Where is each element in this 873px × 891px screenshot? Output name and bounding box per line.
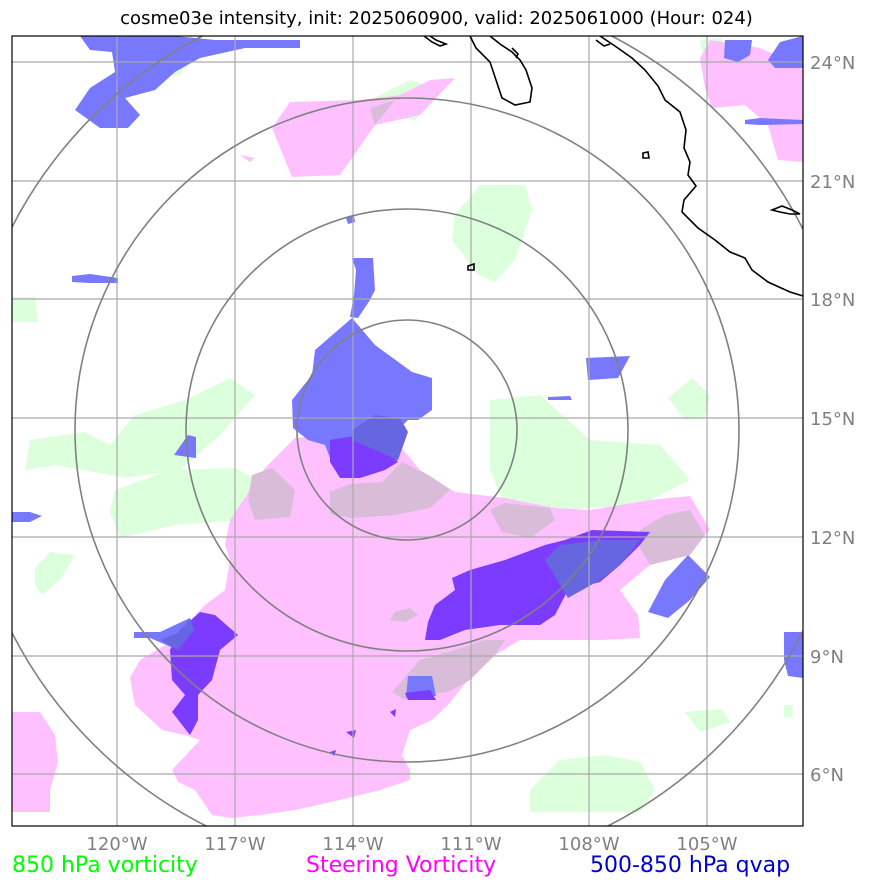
gridlines <box>12 36 803 826</box>
legend-qvap: 500-850 hPa qvap <box>590 853 791 878</box>
coastline <box>423 36 803 297</box>
lon-label-114w: 114°W <box>322 834 383 855</box>
legend-steering-vorticity: Steering Vorticity <box>306 853 497 878</box>
lat-label-15n: 15°N <box>810 409 855 430</box>
legend-850-vorticity: 850 hPa vorticity <box>12 853 198 878</box>
lat-label-18n: 18°N <box>810 290 855 311</box>
map-title: cosme03e intensity, init: 2025060900, va… <box>120 8 753 29</box>
lat-label-24n: 24°N <box>810 53 855 74</box>
lon-label-117w: 117°W <box>204 834 265 855</box>
lon-label-120w: 120°W <box>86 834 147 855</box>
overlap-all-layer <box>160 415 640 650</box>
vorticity-850-layer <box>12 38 793 812</box>
range-rings <box>12 36 803 826</box>
lon-label-111w: 111°W <box>440 834 501 855</box>
lon-label-108w: 108°W <box>558 834 619 855</box>
longitude-labels: 120°W 117°W 114°W 111°W 108°W 105°W <box>86 834 737 855</box>
lat-label-21n: 21°N <box>810 172 855 193</box>
map-plot-area <box>12 36 803 826</box>
lat-label-6n: 6°N <box>810 765 844 786</box>
lat-label-12n: 12°N <box>810 528 855 549</box>
latitude-labels: 24°N 21°N 18°N 15°N 12°N 9°N 6°N <box>810 53 855 786</box>
lon-label-105w: 105°W <box>676 834 737 855</box>
lat-label-9n: 9°N <box>810 647 844 668</box>
map-frame <box>11 35 804 827</box>
steering-vorticity-layer <box>12 40 803 818</box>
